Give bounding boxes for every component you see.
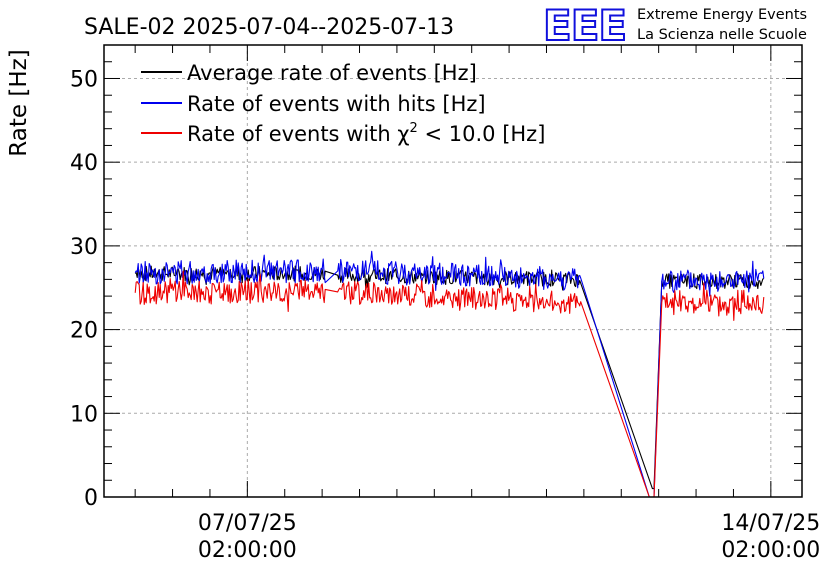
y-tick-label: 40	[70, 151, 98, 176]
y-tick-label: 30	[70, 235, 98, 260]
plot-frame-rect	[103, 44, 803, 498]
plot-series	[134, 250, 765, 498]
eee-logo: EEE Extreme Energy Events La Scienza nel…	[542, 0, 807, 51]
y-tick-label: 10	[70, 402, 98, 427]
legend-label-hits: Rate of events with hits [Hz]	[187, 92, 486, 116]
y-tick-label: 0	[84, 486, 98, 511]
y-axis: 0 10 20 30 40 50	[70, 44, 802, 511]
x-tick-label-date: 14/07/25	[721, 511, 820, 536]
legend-label-chi2: Rate of events with χ2 < 10.0 [Hz]	[187, 121, 545, 146]
chart-title: SALE-02 2025-07-04--2025-07-13	[84, 15, 454, 40]
legend-label-average: Average rate of events [Hz]	[187, 61, 477, 85]
x-tick-label-date: 07/07/25	[198, 511, 297, 536]
eee-logo-letters: EEE	[543, 1, 626, 50]
y-axis-label: Rate [Hz]	[6, 49, 32, 156]
plot-frame	[103, 44, 803, 498]
grid-lines	[104, 45, 802, 497]
series-line-1	[134, 250, 765, 498]
logo-line-1: Extreme Energy Events	[637, 7, 807, 23]
x-tick-label-time: 02:00:00	[198, 538, 297, 563]
legend: Average rate of events [Hz] Rate of even…	[141, 61, 545, 146]
logo-line-2: La Scienza nelle Scuole	[637, 27, 807, 43]
x-tick-label-time: 02:00:00	[721, 538, 820, 563]
series-line-2	[134, 270, 765, 498]
y-tick-label: 20	[70, 319, 98, 344]
y-tick-label: 50	[70, 67, 98, 92]
